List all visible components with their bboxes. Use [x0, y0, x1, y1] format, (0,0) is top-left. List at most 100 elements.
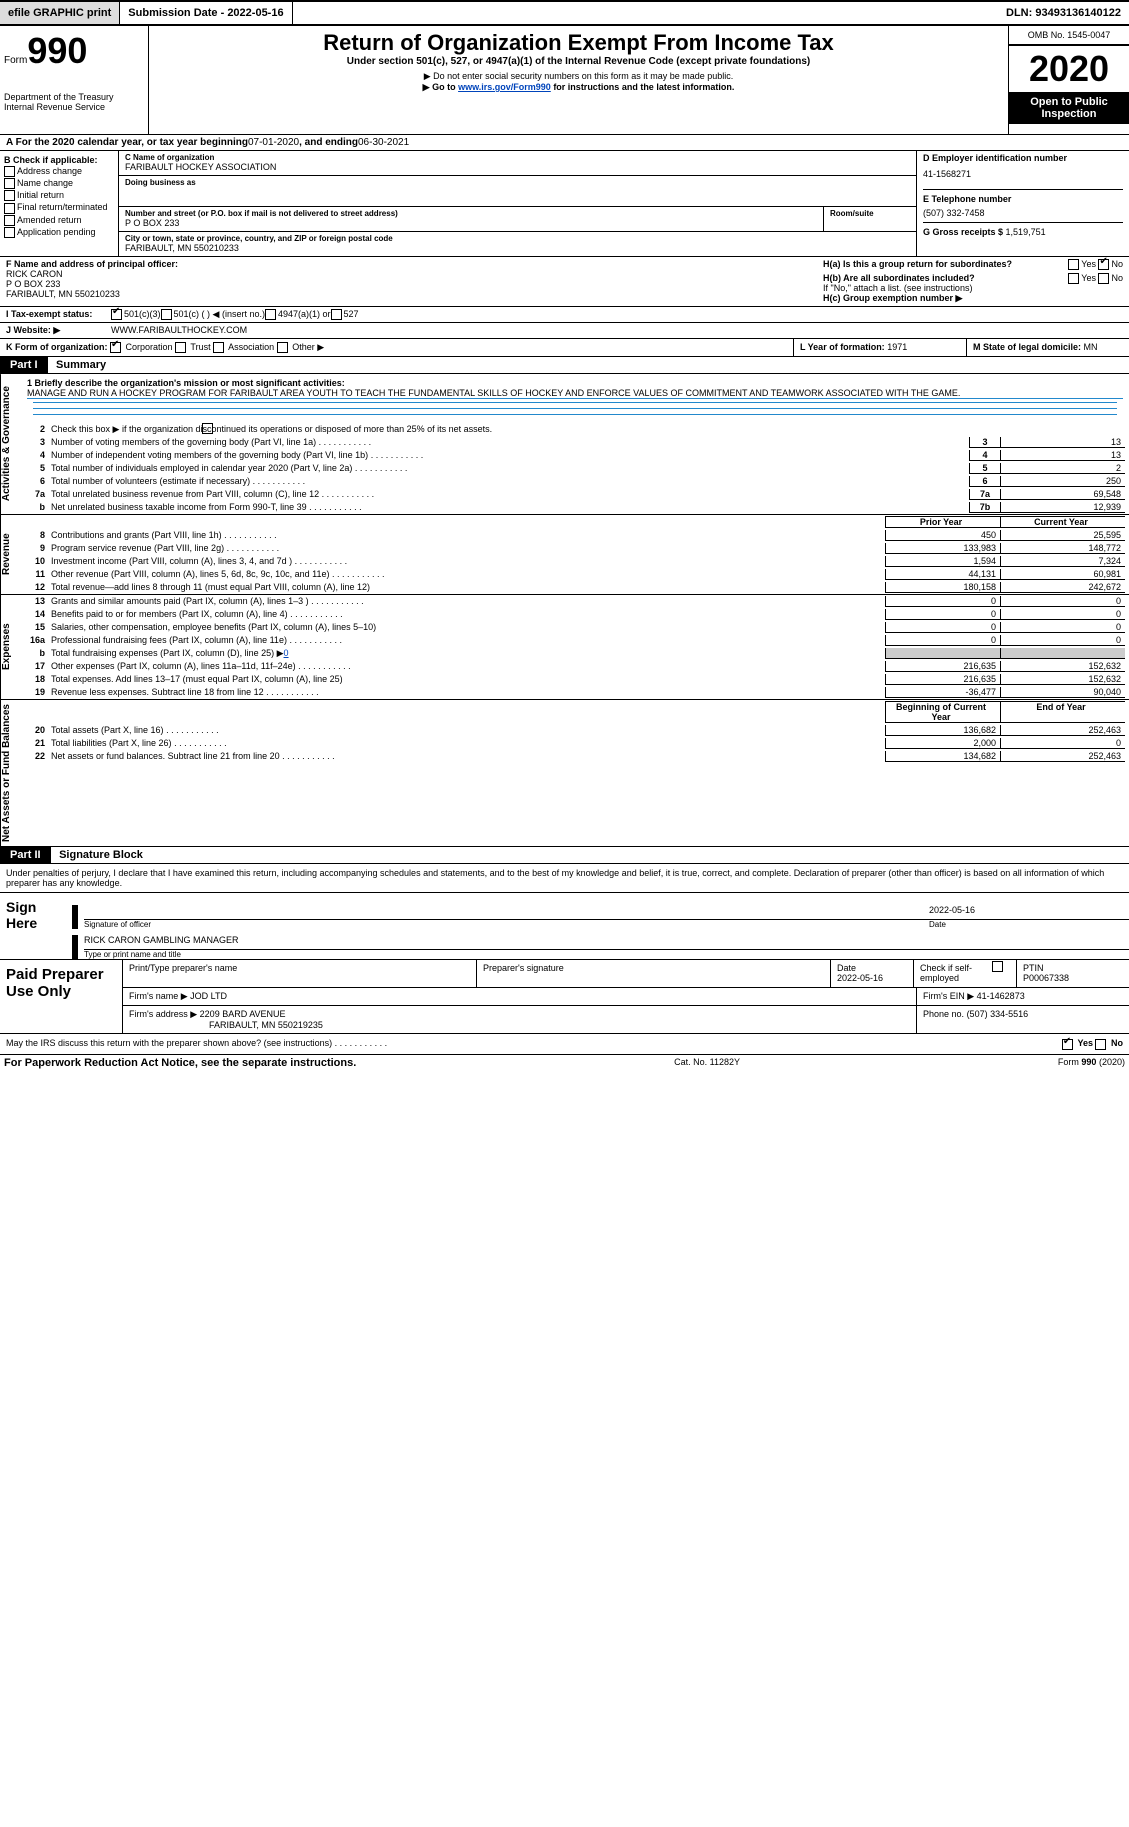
line16b-text: Total fundraising expenses (Part IX, col…	[51, 648, 284, 658]
gross-receipts-label: G Gross receipts $	[923, 227, 1006, 237]
form-header: Form990 Department of the Treasury Inter…	[0, 25, 1129, 134]
hb-note: If "No," attach a list. (see instruction…	[823, 283, 1123, 293]
phone-value: (507) 332-7458	[923, 204, 1123, 222]
501c3-label: 501(c)(3)	[124, 309, 161, 320]
sig-name-label: Type or print name and title	[84, 949, 1129, 959]
line16b-val[interactable]: 0	[284, 648, 289, 658]
line6-text: Total number of volunteers (estimate if …	[51, 476, 969, 487]
form-number: 990	[27, 30, 87, 71]
line9-num: 9	[25, 543, 51, 554]
tax-year-end: 06-30-2021	[358, 137, 409, 148]
501c3-checkbox[interactable]	[111, 309, 122, 320]
firm-addr-label: Firm's address ▶	[129, 1009, 197, 1019]
line20-prior: 136,682	[885, 725, 1000, 736]
prep-name-header: Print/Type preparer's name	[123, 960, 477, 987]
trust-label: Trust	[190, 342, 210, 352]
top-bar: efile GRAPHIC print Submission Date - 20…	[0, 0, 1129, 25]
open-inspection-label: Open to Public Inspection	[1009, 92, 1129, 124]
line8-num: 8	[25, 530, 51, 541]
org-name-label: C Name of organization	[125, 153, 910, 162]
form-label: Form	[4, 55, 27, 66]
line14-num: 14	[25, 609, 51, 620]
line8-text: Contributions and grants (Part VIII, lin…	[51, 530, 885, 541]
final-return-checkbox[interactable]	[4, 203, 15, 214]
trust-checkbox[interactable]	[175, 342, 186, 353]
mission-label: 1 Briefly describe the organization's mi…	[27, 378, 345, 388]
527-label: 527	[344, 309, 359, 320]
line21-num: 21	[25, 738, 51, 749]
row-a: A For the 2020 calendar year, or tax yea…	[0, 134, 1129, 150]
line9-current: 148,772	[1000, 543, 1125, 554]
sig-name: RICK CARON GAMBLING MANAGER	[84, 935, 1129, 949]
other-checkbox[interactable]	[277, 342, 288, 353]
irs-yes-checkbox[interactable]	[1062, 1039, 1073, 1050]
part1-header: Part I	[0, 357, 48, 373]
expenses-side-label: Expenses	[0, 595, 21, 699]
assoc-label: Association	[228, 342, 274, 352]
app-pending-checkbox[interactable]	[4, 227, 15, 238]
line21-prior: 2,000	[885, 738, 1000, 749]
line7b-text: Net unrelated business taxable income fr…	[51, 502, 969, 513]
form-note2-pre: ▶ Go to	[423, 82, 458, 92]
527-checkbox[interactable]	[331, 309, 342, 320]
b-label: B Check if applicable:	[4, 155, 98, 165]
year-formation: 1971	[887, 342, 907, 352]
corp-checkbox[interactable]	[110, 342, 121, 353]
dept-label: Department of the Treasury Internal Reve…	[4, 92, 144, 112]
room-label: Room/suite	[830, 209, 910, 218]
line11-current: 60,981	[1000, 569, 1125, 580]
line7b-val: 12,939	[1000, 502, 1125, 513]
officer-name: RICK CARON	[6, 269, 811, 279]
form990-link[interactable]: www.irs.gov/Form990	[458, 82, 551, 92]
ha-no: No	[1111, 259, 1123, 269]
amended-label: Amended return	[17, 215, 82, 225]
form-990-page: efile GRAPHIC print Submission Date - 20…	[0, 0, 1129, 1071]
end-year-header: End of Year	[1000, 701, 1125, 723]
firm-city: FARIBAULT, MN 550219235	[129, 1020, 910, 1030]
hb-label: H(b) Are all subordinates included?	[823, 273, 975, 283]
line13-prior: 0	[885, 596, 1000, 607]
hb-no-checkbox[interactable]	[1098, 273, 1109, 284]
rowA-pre: A For the 2020 calendar year, or tax yea…	[6, 137, 248, 148]
section-klm: K Form of organization: Corporation Trus…	[0, 338, 1129, 357]
line14-prior: 0	[885, 609, 1000, 620]
preparer-label: Paid Preparer Use Only	[0, 960, 122, 1033]
part1-header-row: Part I Summary	[0, 357, 1129, 373]
amended-checkbox[interactable]	[4, 215, 15, 226]
line2-checkbox[interactable]	[202, 423, 213, 434]
prior-year-header: Prior Year	[885, 516, 1000, 528]
phone-label: E Telephone number	[923, 194, 1011, 204]
self-employed-checkbox[interactable]	[992, 961, 1003, 972]
hb-yes-checkbox[interactable]	[1068, 273, 1079, 284]
sig-date: 2022-05-16	[929, 905, 1129, 919]
name-change-checkbox[interactable]	[4, 178, 15, 189]
line16a-current: 0	[1000, 635, 1125, 646]
4947-checkbox[interactable]	[265, 309, 276, 320]
line20-num: 20	[25, 725, 51, 736]
sig-date-label: Date	[929, 919, 1129, 929]
ptin-label: PTIN	[1023, 963, 1123, 973]
assoc-checkbox[interactable]	[213, 342, 224, 353]
irs-no-checkbox[interactable]	[1095, 1039, 1106, 1050]
section-j: J Website: ▶ WWW.FARIBAULTHOCKEY.COM	[0, 322, 1129, 338]
omb-number: OMB No. 1545-0047	[1009, 26, 1129, 45]
line21-text: Total liabilities (Part X, line 26)	[51, 738, 885, 749]
501c-checkbox[interactable]	[161, 309, 172, 320]
line13-num: 13	[25, 596, 51, 607]
line3-text: Number of voting members of the governin…	[51, 437, 969, 448]
line13-text: Grants and similar amounts paid (Part IX…	[51, 596, 885, 607]
initial-return-checkbox[interactable]	[4, 190, 15, 201]
dba-label: Doing business as	[125, 178, 910, 187]
prep-date: 2022-05-16	[837, 973, 907, 983]
part2-header: Part II	[0, 847, 51, 863]
ha-yes-checkbox[interactable]	[1068, 259, 1079, 270]
addr-change-checkbox[interactable]	[4, 166, 15, 177]
efile-label: efile GRAPHIC print	[0, 2, 120, 24]
line19-num: 19	[25, 687, 51, 698]
addr-change-label: Address change	[17, 166, 82, 176]
part2-title: Signature Block	[53, 847, 149, 863]
prep-sig-header: Preparer's signature	[477, 960, 831, 987]
ha-no-checkbox[interactable]	[1098, 259, 1109, 270]
line19-text: Revenue less expenses. Subtract line 18 …	[51, 687, 885, 698]
line10-num: 10	[25, 556, 51, 567]
